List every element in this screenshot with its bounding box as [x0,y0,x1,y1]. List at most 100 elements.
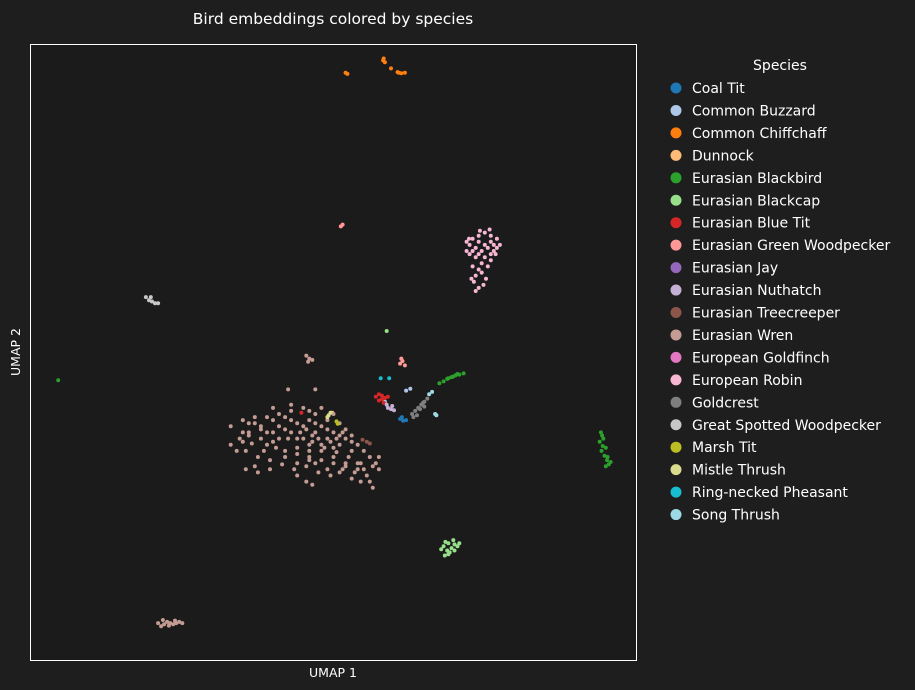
legend-item-coal-tit: Coal Tit [670,81,745,97]
point-eurasian-wren-113 [271,430,275,435]
point-eurasian-wren-118 [331,461,336,466]
point-eurasian-treecreeper-0 [364,439,369,444]
point-eurasian-wren-119 [343,464,348,469]
point-eurasian-wren-128 [310,433,315,438]
point-eurasian-wren-95 [343,427,348,432]
point-eurasian-blackcap-8 [452,548,457,553]
point-eurasian-wren-131 [159,624,164,629]
legend-label-common-chiffchaff: Common Chiffchaff [692,126,827,142]
legend-marker-eurasian-blackbird [670,172,682,184]
point-goldcrest-5 [425,396,430,401]
point-eurasian-blackbird-11 [598,430,603,435]
legend-label-song-thrush: Song Thrush [692,508,780,524]
point-goldcrest-6 [415,413,419,418]
point-eurasian-wren-77 [295,473,300,478]
point-goldcrest-1 [413,408,418,413]
point-coal-tit-2 [404,418,409,423]
point-eurasian-wren-43 [304,464,309,469]
legend-item-eurasian-blue-tit: Eurasian Blue Tit [670,216,811,232]
legend-marker-european-goldfinch [670,351,682,363]
point-eurasian-wren-66 [283,455,288,459]
point-eurasian-wren-44 [316,470,321,475]
point-eurasian-wren-47 [352,470,357,475]
legend-item-great-spotted-woodpecker: Great Spotted Woodpecker [670,418,881,434]
point-eurasian-blue-tit-5 [373,394,378,399]
legend-items: Coal Tit Common Buzzard Common Chiffchaff D… [670,81,890,524]
legend-label-eurasian-wren: Eurasian Wren [692,328,793,344]
point-marsh-tit-1 [335,421,340,426]
point-goldcrest-0 [410,412,415,416]
legend-label-goldcrest: Goldcrest [692,395,759,411]
point-eurasian-wren-108 [337,433,342,438]
legend-marker-song-thrush [670,509,682,521]
legend-marker-marsh-tit [670,441,682,453]
point-eurasian-green-woodpecker-1 [340,222,345,227]
point-european-robin-22 [488,239,493,244]
point-common-chiffchaff-4 [381,56,386,61]
point-eurasian-wren-33 [310,439,315,444]
point-eurasian-wren-78 [304,479,309,484]
legend-item-dunnock: Dunnock [670,148,755,164]
point-european-robin-5 [494,236,499,241]
point-european-robin-40 [467,236,471,241]
legend-marker-eurasian-blackcap [670,194,682,206]
point-eurasian-wren-96 [349,433,354,438]
legend-label-eurasian-green-woodpecker: Eurasian Green Woodpecker [692,238,890,254]
point-european-robin-2 [476,233,481,238]
points-layer [56,56,613,629]
point-eurasian-blackbird-17 [605,458,609,463]
legend-label-european-robin: European Robin [692,373,802,389]
legend-marker-eurasian-jay [670,262,682,274]
legend-marker-coal-tit [670,82,682,94]
legend-label-marsh-tit: Marsh Tit [692,440,757,456]
point-eurasian-wren-46 [340,467,345,472]
point-eurasian-blackbird-2 [441,379,446,384]
point-european-robin-20 [476,239,481,244]
point-eurasian-wren-11 [289,418,294,423]
point-european-robin-14 [488,252,493,257]
point-european-robin-24 [464,249,469,253]
point-eurasian-wren-48 [265,415,269,420]
point-eurasian-blackbird-21 [599,448,604,453]
point-eurasian-wren-59 [319,424,324,429]
point-eurasian-wren-65 [331,445,336,450]
point-eurasian-wren-35 [334,450,339,455]
point-eurasian-wren-93 [331,412,336,416]
point-great-spotted-woodpecker-5 [148,295,153,300]
legend-label-european-goldfinch: European Goldfinch [692,350,830,366]
point-eurasian-wren-125 [334,436,339,441]
point-common-buzzard-1 [408,386,413,391]
point-eurasian-wren-124 [328,439,333,444]
point-european-robin-12 [476,252,481,257]
legend-marker-eurasian-blue-tit [670,217,682,229]
point-eurasian-wren-75 [367,479,372,484]
legend-marker-eurasian-treecreeper [670,307,682,318]
point-eurasian-wren-83 [252,464,257,469]
point-eurasian-blackcap-11 [446,552,451,557]
point-eurasian-wren-82 [243,467,248,472]
legend-label-eurasian-blackbird: Eurasian Blackbird [692,171,822,187]
legend-item-song-thrush: Song Thrush [670,508,780,524]
point-eurasian-wren-74 [364,473,369,478]
point-mistle-thrush-1 [328,410,333,415]
point-eurasian-blackcap-4 [449,546,454,551]
point-eurasian-blue-tit-1 [379,397,384,402]
point-eurasian-nuthatch-1 [385,405,390,410]
legend-label-dunnock: Dunnock [692,148,755,164]
point-european-robin-17 [479,261,484,266]
point-eurasian-wren-67 [295,461,300,466]
point-eurasian-blackbird-0 [56,378,61,383]
point-eurasian-blackbird-16 [602,453,607,458]
point-common-chiffchaff-8 [402,70,407,75]
point-eurasian-wren-87 [246,421,251,426]
legend-item-eurasian-jay: Eurasian Jay [670,261,778,277]
point-european-robin-27 [470,264,475,269]
point-eurasian-treecreeper-1 [367,441,372,446]
point-eurasian-wren-109 [349,439,354,444]
point-eurasian-wren-8 [252,421,257,426]
point-european-robin-3 [482,230,487,235]
legend-title: Species [753,58,807,74]
point-eurasian-nuthatch-0 [384,402,389,407]
point-european-robin-4 [488,233,493,238]
point-eurasian-wren-17 [246,430,251,435]
